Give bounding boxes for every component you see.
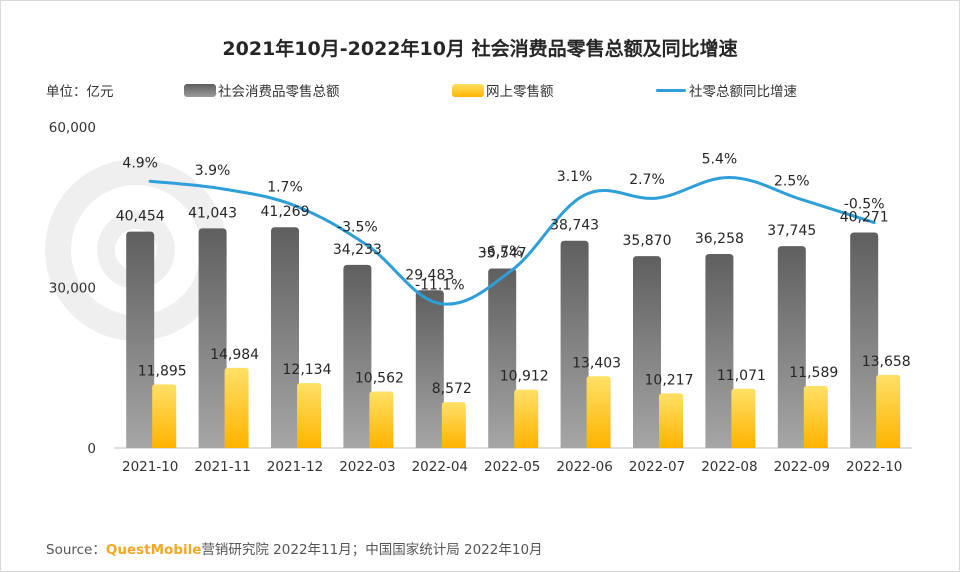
source-prefix: Source： [46, 542, 106, 558]
legend-line-swatch [656, 88, 686, 92]
online-retail-bar [803, 385, 828, 448]
x-tick-label: 2022-05 [484, 459, 540, 475]
legend-growth-rate: 社零总额同比增速 [656, 80, 797, 100]
y-tick-label: 60,000 [49, 120, 96, 136]
growth-rate-line [148, 175, 876, 306]
total-retail-value-label: 37,745 [767, 223, 816, 239]
total-retail-value-label: 36,258 [695, 231, 744, 247]
online-retail-value-label: 10,912 [500, 369, 549, 385]
total-retail-value-label: 38,743 [550, 218, 599, 234]
x-tick-label: 2022-03 [339, 459, 395, 475]
y-tick-label: 0 [87, 441, 96, 457]
x-tick-label: 2022-09 [774, 459, 830, 475]
growth-rate-label: 3.1% [557, 169, 593, 185]
online-retail-value-label: 10,217 [645, 372, 694, 388]
total-retail-value-label: 34,233 [333, 242, 382, 258]
total-retail-value-label: 33,547 [478, 246, 527, 262]
online-retail-bar [514, 389, 539, 448]
total-retail-bar [777, 246, 806, 448]
growth-rate-label: 1.7% [267, 180, 303, 196]
total-retail-bar [198, 228, 227, 448]
growth-rate-label: -0.5% [844, 197, 885, 213]
online-retail-value-label: 11,071 [717, 368, 766, 384]
total-retail-bar [488, 268, 517, 448]
total-retail-value-label: 41,043 [188, 205, 237, 221]
online-retail-value-label: 11,589 [789, 365, 838, 381]
total-retail-value-label: 40,454 [116, 209, 165, 225]
legend-online-retail: 网上零售额 [452, 80, 554, 100]
total-retail-bar [343, 264, 372, 448]
online-retail-bar [659, 393, 683, 448]
growth-rate-label: 2.7% [629, 172, 665, 188]
online-retail-bar [369, 391, 394, 448]
online-retail-value-label: 11,895 [138, 363, 187, 379]
online-retail-value-label: 8,572 [432, 381, 472, 397]
total-retail-bar [850, 232, 879, 448]
total-retail-bar [126, 231, 155, 448]
total-retail-bar [560, 240, 589, 448]
source-rest: 营销研究院 2022年11月；中国国家统计局 2022年10月 [201, 542, 543, 558]
online-retail-value-label: 13,658 [862, 354, 911, 370]
online-retail-bar [876, 374, 901, 448]
x-tick-label: 2021-11 [194, 459, 250, 475]
online-retail-bar [224, 367, 249, 448]
x-tick-label: 2022-10 [846, 459, 902, 475]
x-tick-label: 2022-07 [629, 459, 685, 475]
y-tick-label: 30,000 [49, 281, 96, 297]
source-brand: QuestMobile [105, 542, 202, 558]
growth-rate-label: -6.7% [482, 244, 523, 260]
growth-rate-label: 4.9% [122, 155, 158, 171]
x-tick-label: 2022-06 [556, 459, 612, 475]
online-retail-value-label: 10,562 [355, 370, 404, 386]
growth-rate-label: 2.5% [774, 174, 810, 190]
legend-total-retail: 社会消费品零售总额 [184, 80, 340, 100]
growth-rate-label: -11.1% [415, 278, 465, 294]
source-note: Source：QuestMobile营销研究院 2022年11月；中国国家统计局… [46, 538, 543, 558]
growth-rate-label: 5.4% [702, 151, 738, 167]
online-retail-value-label: 13,403 [572, 355, 621, 371]
online-retail-bar [731, 388, 756, 448]
x-tick-label: 2021-10 [122, 459, 178, 475]
online-retail-bar [441, 402, 466, 448]
legend-gray-swatch [184, 83, 216, 97]
growth-rate-label: 3.9% [195, 163, 231, 179]
total-retail-bar [271, 227, 299, 448]
chart-title: 2021年10月-2022年10月 社会消费品零售总额及同比增速 [222, 38, 738, 60]
total-retail-bar [705, 254, 734, 448]
legend-growth-rate-label: 社零总额同比增速 [689, 84, 797, 100]
total-retail-value-label: 40,271 [840, 210, 889, 226]
legend-gold-swatch [452, 83, 484, 97]
total-retail-bar [633, 256, 661, 448]
legend-total-retail-label: 社会消费品零售总额 [218, 84, 340, 100]
online-retail-bar [152, 384, 177, 448]
total-retail-value-label: 29,483 [405, 267, 454, 283]
legend-online-retail-label: 网上零售额 [486, 84, 554, 100]
x-tick-label: 2022-04 [412, 459, 468, 475]
unit-label: 单位：亿元 [46, 84, 114, 100]
x-tick-label: 2022-08 [701, 459, 757, 475]
growth-rate-label: -3.5% [337, 219, 378, 235]
online-retail-bar [586, 376, 611, 448]
online-retail-value-label: 14,984 [210, 347, 259, 363]
online-retail-bar [297, 383, 321, 448]
x-tick-label: 2021-12 [267, 459, 323, 475]
online-retail-value-label: 12,134 [283, 362, 332, 378]
total-retail-value-label: 35,870 [623, 233, 672, 249]
total-retail-bar [415, 290, 444, 448]
total-retail-value-label: 41,269 [261, 204, 310, 220]
